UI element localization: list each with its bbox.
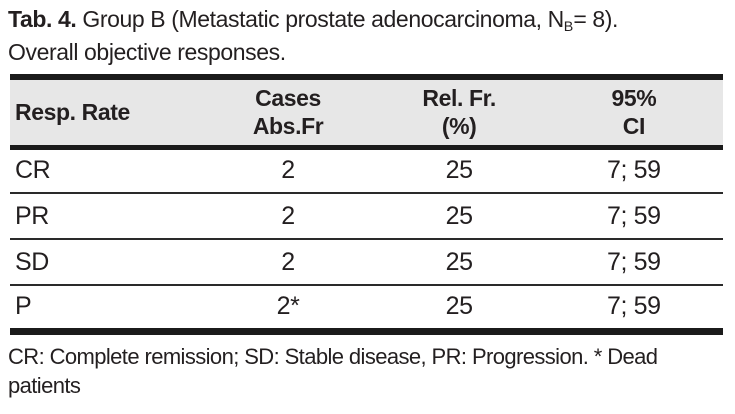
cell-cases: 2 xyxy=(281,201,295,230)
responses-table: Resp. Rate Cases Abs.Fr Rel. Fr. (%) 95%… xyxy=(10,74,723,335)
cell-resp-rate: CR xyxy=(15,156,51,185)
header-rel-fr-line2: (%) xyxy=(441,113,477,140)
cell-cases: 2 xyxy=(281,247,295,276)
table-header-row: Resp. Rate Cases Abs.Fr Rel. Fr. (%) 95%… xyxy=(10,77,723,147)
cell-rel-fr: 25 xyxy=(445,247,473,276)
header-ci: 95% CI xyxy=(545,77,723,147)
cell-ci: 7; 59 xyxy=(607,292,661,321)
header-cases-line1: Cases xyxy=(255,85,321,112)
cell-cases: 2* xyxy=(276,292,300,321)
header-resp-rate-label: Resp. Rate xyxy=(15,99,130,126)
cell-rel-fr: 25 xyxy=(445,201,473,230)
cell-resp-rate: P xyxy=(15,292,32,321)
header-ci-line1: 95% xyxy=(611,85,657,112)
header-rel-fr-line1: Rel. Fr. xyxy=(422,85,496,112)
table-caption-line2: Overall objective responses. xyxy=(8,39,286,65)
table-caption: Tab. 4. Group B (Metastatic prostate ade… xyxy=(8,5,723,67)
table-caption-subscript: B xyxy=(563,18,574,35)
header-cases: Cases Abs.Fr xyxy=(203,77,374,147)
cell-ci: 7; 59 xyxy=(607,201,661,230)
table-row-p: P 2* 25 7; 59 xyxy=(10,285,723,331)
cell-ci: 7; 59 xyxy=(607,247,661,276)
cell-resp-rate: SD xyxy=(15,247,49,276)
table-row-sd: SD 2 25 7; 59 xyxy=(10,239,723,285)
cell-ci: 7; 59 xyxy=(607,156,661,185)
table-row-cr: CR 2 25 7; 59 xyxy=(10,147,723,193)
cell-rel-fr: 25 xyxy=(445,156,473,185)
table-caption-label: Tab. 4. xyxy=(8,6,77,32)
cell-rel-fr: 25 xyxy=(445,292,473,321)
table-caption-line1-text: Group B (Metastatic prostate adenocarcin… xyxy=(76,6,564,32)
header-cases-line2: Abs.Fr xyxy=(252,113,324,140)
header-rel-fr: Rel. Fr. (%) xyxy=(374,77,545,147)
cell-resp-rate: PR xyxy=(15,201,49,230)
table-caption-line1-end: = 8). xyxy=(573,6,618,32)
table-row-pr: PR 2 25 7; 59 xyxy=(10,193,723,239)
table-footnote: CR: Complete remission; SD: Stable disea… xyxy=(8,343,658,398)
header-ci-line2: CI xyxy=(622,113,646,140)
header-resp-rate: Resp. Rate xyxy=(10,77,203,147)
cell-cases: 2 xyxy=(281,156,295,185)
